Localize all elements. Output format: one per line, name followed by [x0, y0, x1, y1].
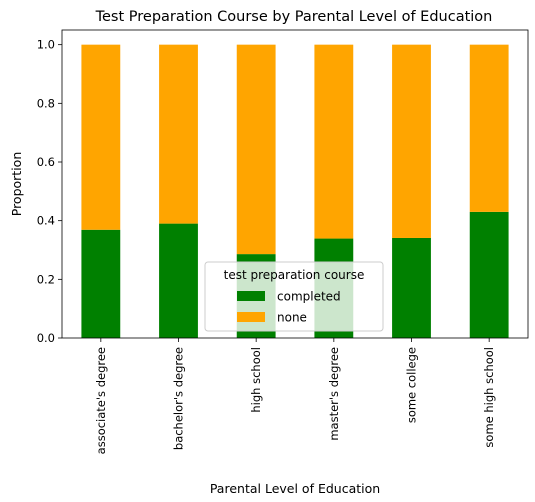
- bar-none-some-high-school: [469, 44, 509, 212]
- bar-none-some-college: [392, 44, 431, 238]
- bar-none-master-s-degree: [314, 44, 354, 239]
- x-tick-label: associate's degree: [94, 347, 108, 454]
- y-tick-label: 0.6: [37, 155, 55, 169]
- y-axis: 0.0 0.2 0.4 0.6 0.8 1.0: [37, 38, 62, 345]
- x-tick-label: high school: [249, 347, 263, 413]
- y-tick-label: 0.4: [37, 214, 55, 228]
- legend-swatch-completed: [237, 291, 265, 301]
- chart-title: Test Preparation Course by Parental Leve…: [95, 9, 493, 25]
- bar-completed-some-high-school: [469, 211, 509, 338]
- x-axis: associate's degree bachelor's degree high …: [94, 338, 496, 454]
- legend-title: test preparation course: [224, 268, 365, 282]
- bar-none-associate-s-degree: [81, 44, 121, 230]
- plot-frame: [61, 29, 529, 339]
- bar-completed-some-college: [392, 237, 431, 338]
- y-tick-label: 1.0: [37, 38, 55, 52]
- bar-none-high-school: [236, 44, 276, 255]
- y-tick-label: 0.8: [37, 96, 55, 110]
- x-tick-label: some high school: [482, 347, 496, 448]
- x-tick-label: master's degree: [327, 347, 341, 441]
- x-tick-label: some college: [405, 347, 419, 423]
- bar-completed-associate-s-degree: [81, 229, 121, 338]
- bar-completed-bachelor-s-degree: [159, 223, 198, 338]
- y-tick-label: 0.2: [37, 272, 55, 286]
- legend-label-completed: completed: [277, 290, 341, 304]
- x-axis-label: Parental Level of Education: [210, 481, 380, 496]
- legend-label-none: none: [277, 311, 307, 325]
- y-axis-label: Proportion: [9, 152, 24, 217]
- legend[interactable]: test preparation course completed none: [204, 261, 384, 332]
- y-tick-label: 0.0: [37, 331, 55, 345]
- x-tick-label: bachelor's degree: [172, 347, 186, 450]
- legend-swatch-none: [237, 312, 265, 322]
- bar-none-bachelor-s-degree: [159, 44, 198, 224]
